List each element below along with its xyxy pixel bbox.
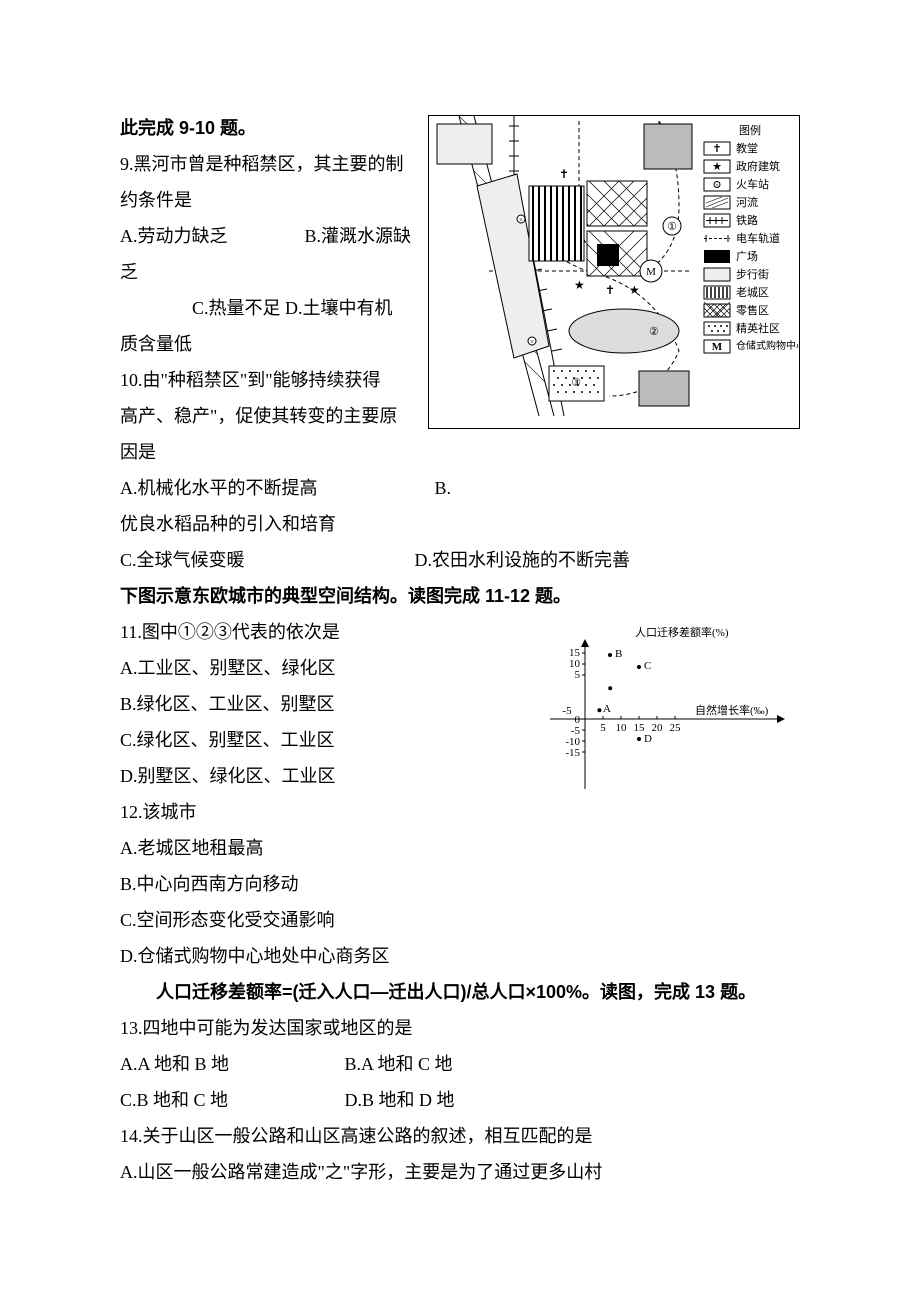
svg-text:精英社区: 精英社区: [736, 321, 780, 335]
svg-text:✝: ✝: [559, 167, 569, 181]
legend-title: 图例: [739, 123, 761, 137]
svg-text:-5: -5: [562, 705, 572, 717]
svg-text:M: M: [646, 266, 656, 278]
svg-text:②: ②: [649, 326, 659, 338]
q13-options-ab: A.A 地和 B 地 B.A 地和 C 地: [120, 1046, 800, 1082]
svg-text:★: ★: [629, 283, 640, 297]
svg-text:×: ×: [530, 338, 534, 346]
q14-opt-a: A.山区一般公路常建造成"之"字形，主要是为了通过更多山村: [120, 1154, 800, 1190]
svg-text:自然增长率(‰): 自然增长率(‰): [695, 703, 769, 717]
svg-text:C: C: [644, 660, 651, 672]
svg-text:B: B: [615, 648, 622, 660]
svg-text:政府建筑: 政府建筑: [736, 159, 780, 173]
q12-opt-d: D.仓储式购物中心地处中心商务区: [120, 938, 800, 974]
svg-text:M: M: [712, 341, 723, 353]
svg-text:铁路: 铁路: [736, 214, 758, 227]
svg-text:✝: ✝: [712, 143, 721, 155]
svg-text:✝: ✝: [605, 283, 615, 297]
q10-option-b-cont: 优良水稻品种的引入和培育: [120, 506, 800, 542]
scatter-figure: 人口迁移差额率(%) 15 10 5 0 -5 -10 -15: [530, 624, 800, 806]
svg-text:×: ×: [715, 183, 718, 189]
svg-text:广场: 广场: [736, 249, 758, 263]
svg-text:仓储式购物中心: 仓储式购物中心: [736, 339, 799, 352]
svg-text:教堂: 教堂: [736, 142, 758, 155]
q13-options-cd: C.B 地和 C 地 D.B 地和 D 地: [120, 1082, 800, 1118]
svg-text:×: ×: [519, 216, 523, 224]
svg-text:人口迁移差额率(%): 人口迁移差额率(%): [635, 625, 729, 639]
q12-opt-c: C.空间形态变化受交通影响: [120, 902, 800, 938]
svg-text:20: 20: [652, 722, 664, 734]
q13-stem: 13.四地中可能为发达国家或地区的是: [120, 1010, 800, 1046]
section-11-12-title: 下图示意东欧城市的典型空间结构。读图完成 11-12 题。: [120, 578, 800, 614]
city-map-svg: ① ✝ ✝ ★ ★ × × M: [429, 116, 799, 416]
svg-text:③: ③: [571, 377, 581, 389]
svg-text:火车站: 火车站: [736, 177, 769, 191]
svg-text:25: 25: [670, 722, 682, 734]
q14-stem: 14.关于山区一般公路和山区高速公路的叙述，相互匹配的是: [120, 1118, 800, 1154]
svg-text:10: 10: [616, 722, 628, 734]
svg-text:老城区: 老城区: [736, 286, 769, 299]
svg-text:步行街: 步行街: [736, 267, 769, 281]
svg-text:电车轨道: 电车轨道: [736, 231, 780, 245]
q12-opt-b: B.中心向西南方向移动: [120, 866, 800, 902]
q10-stem-line3: 因是: [120, 434, 800, 470]
svg-text:D: D: [644, 733, 652, 745]
svg-text:-15: -15: [565, 747, 580, 759]
q10-options-ab: A.机械化水平的不断提高 B.: [120, 470, 800, 506]
svg-text:①: ①: [667, 221, 677, 233]
svg-text:A: A: [603, 703, 611, 715]
svg-text:★: ★: [574, 278, 585, 292]
city-map-figure: ① ✝ ✝ ★ ★ × × M: [428, 115, 800, 429]
q10-options-cd: C.全球气候变暖 D.农田水利设施的不断完善: [120, 542, 800, 578]
svg-text:5: 5: [575, 669, 581, 681]
svg-text:★: ★: [712, 161, 722, 173]
section-13-title: 人口迁移差额率=(迁入人口—迁出人口)/总人口×100%。读图，完成 13 题。: [120, 974, 800, 1010]
svg-text:零售区: 零售区: [736, 303, 769, 317]
svg-text:5: 5: [600, 722, 606, 734]
q12-opt-a: A.老城区地租最高: [120, 830, 800, 866]
scatter-svg: 人口迁移差额率(%) 15 10 5 0 -5 -10 -15: [530, 624, 800, 794]
svg-text:河流: 河流: [736, 195, 758, 209]
